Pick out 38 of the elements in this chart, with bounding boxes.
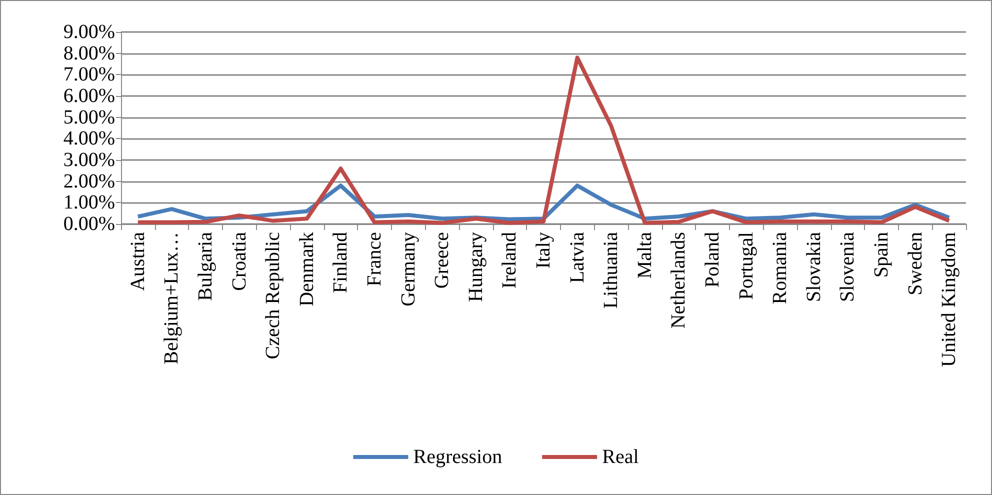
x-tick-label: Slovenia [836, 232, 859, 302]
x-tick-label: Croatia [228, 232, 250, 291]
x-tick-label: United Kingdom [938, 232, 960, 367]
y-tick-label: 2.00% [63, 170, 115, 192]
x-tick-label: Malta [634, 232, 656, 279]
y-tick-label: 7.00% [63, 64, 115, 86]
x-tick-label: Bulgaria [194, 232, 216, 301]
x-tick-label: Romania [769, 232, 792, 304]
x-tick-label: Austria [126, 232, 149, 291]
x-tick-label: Ireland [498, 232, 521, 289]
x-tick-label: Sweden [904, 232, 926, 296]
x-tick-label: Lithuania [600, 232, 622, 309]
x-tick-label: Slovakia [802, 232, 825, 302]
x-tick-label: Germany [397, 232, 420, 306]
x-tick-label: Hungary [464, 232, 487, 302]
x-tick-label: Spain [870, 232, 892, 278]
x-tick-label: Czech Republic [262, 232, 284, 360]
x-tick-label: Poland [702, 232, 724, 288]
y-tick-label: 5.00% [63, 106, 115, 128]
x-tick-label: Italy [532, 232, 554, 269]
legend-label: Real [602, 446, 640, 468]
y-tick-label: 3.00% [63, 149, 115, 171]
x-tick-label: Latvia [566, 232, 588, 284]
x-tick-label: Denmark [296, 232, 318, 306]
x-tick-label: Greece [431, 232, 454, 289]
x-tick-label: Finland [330, 232, 352, 294]
y-tick-label: 9.00% [63, 21, 115, 43]
x-tick-label: France [364, 232, 386, 286]
line-series [136, 56, 952, 225]
y-tick-label: 4.00% [63, 128, 115, 150]
x-tick-label: Netherlands [668, 232, 690, 329]
y-tick-label: 0.00% [63, 213, 115, 235]
y-tick-label: 1.00% [63, 192, 115, 214]
x-tick-label: Belgium+Lux… [160, 232, 183, 364]
x-tick-label: Portugal [735, 232, 758, 300]
y-tick-label: 6.00% [63, 85, 115, 107]
y-tick-label: 8.00% [63, 42, 115, 64]
legend-label: Regression [413, 446, 502, 468]
